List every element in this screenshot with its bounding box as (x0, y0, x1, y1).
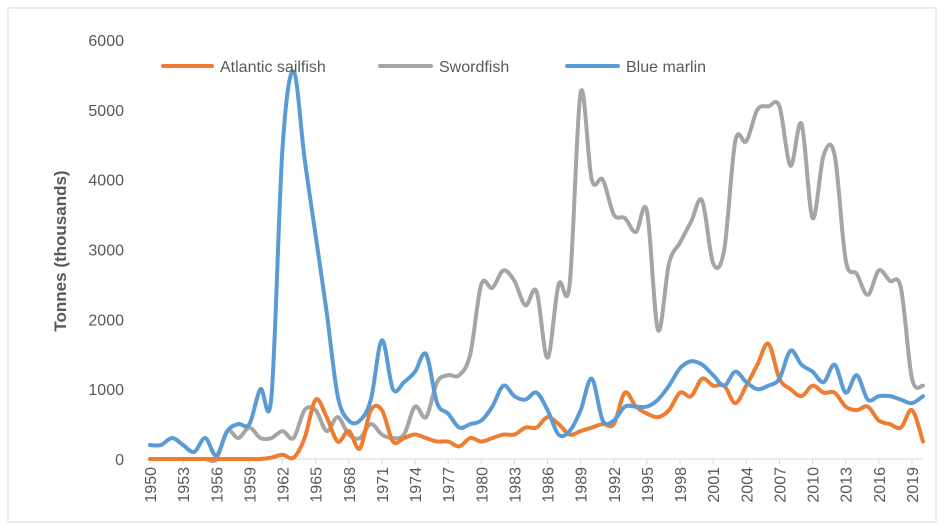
chart-border (7, 7, 937, 523)
y-axis-label: Tonnes (thousands) (51, 170, 70, 331)
y-tick-label: 2000 (88, 312, 124, 329)
x-tick-label: 2001 (706, 467, 723, 503)
x-tick-label: 1983 (507, 467, 524, 503)
legend-label-blue-marlin: Blue marlin (626, 59, 706, 76)
x-tick-label: 1974 (408, 467, 425, 503)
x-tick-label: 2010 (806, 467, 823, 503)
x-tick-label: 1998 (673, 467, 690, 503)
x-tick-label: 1953 (176, 467, 193, 503)
x-tick-label: 2019 (905, 467, 922, 503)
legend-label-swordfish: Swordfish (439, 59, 509, 76)
x-axis-ticks: 1950 1953 1956 1959 1962 1965 1968 1971 1974 1977… (143, 459, 922, 503)
x-tick-label: 1992 (607, 467, 624, 503)
x-tick-label: 2013 (839, 467, 856, 503)
x-tick-label: 1968 (342, 467, 359, 503)
x-tick-label: 1977 (441, 467, 458, 503)
x-tick-label: 1962 (276, 467, 293, 503)
series-line-blue-marlin (148, 69, 925, 458)
y-tick-label: 1000 (88, 382, 124, 399)
x-tick-label: 1986 (541, 467, 558, 503)
x-tick-label: 1959 (242, 467, 259, 503)
x-tick-label: 2016 (872, 467, 889, 503)
y-tick-label: 4000 (88, 173, 124, 190)
x-tick-label: 2004 (739, 467, 756, 503)
x-tick-label: 1965 (309, 467, 326, 503)
x-tick-label: 1995 (640, 467, 657, 503)
x-tick-label: 1956 (209, 467, 226, 503)
y-axis-ticks: 0 1000 2000 3000 4000 5000 6000 (88, 33, 124, 469)
legend: Atlantic sailfish Swordfish Blue marlin (161, 59, 706, 76)
x-tick-label: 1971 (375, 467, 392, 503)
x-tick-label: 1950 (143, 467, 160, 503)
series-line-atlantic-sailfish (148, 341, 925, 462)
y-tick-label: 0 (115, 452, 124, 469)
x-tick-label: 1989 (574, 467, 591, 503)
x-tick-label: 2007 (772, 467, 789, 503)
y-tick-label: 5000 (88, 103, 124, 120)
series-line-swordfish (148, 88, 925, 464)
y-tick-label: 3000 (88, 243, 124, 260)
y-tick-label: 6000 (88, 33, 124, 50)
series-layer (148, 69, 925, 464)
x-tick-label: 1980 (474, 467, 491, 503)
legend-label-atlantic-sailfish: Atlantic sailfish (220, 59, 326, 76)
